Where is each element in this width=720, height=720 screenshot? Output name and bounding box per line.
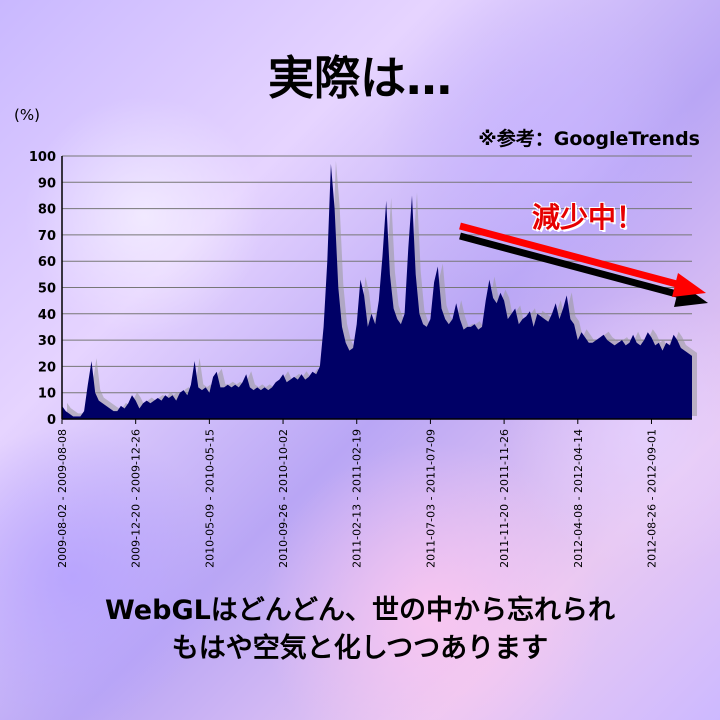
caption: WebGLはどんどん、世の中から忘れられ もはや空気と化しつつあります bbox=[0, 592, 720, 668]
x-tick-label: 2010-09-26 - 2010-10-02 bbox=[277, 429, 290, 568]
y-tick-label: 30 bbox=[38, 334, 56, 349]
series-area bbox=[62, 163, 692, 419]
page-title: 実際は… bbox=[268, 51, 452, 105]
decreasing-annotation: 減少中！ bbox=[532, 201, 645, 234]
caption-line-2: もはや空気と化しつつあります bbox=[171, 633, 549, 664]
y-tick-label: 40 bbox=[38, 308, 56, 323]
x-tick-label: 2010-05-09 - 2010-05-15 bbox=[203, 429, 216, 568]
black-trend-arrow bbox=[459, 232, 689, 301]
caption-line-1: WebGLはどんどん、世の中から忘れられ bbox=[104, 595, 615, 626]
y-tick-label: 70 bbox=[38, 229, 56, 244]
x-tick-label: 2009-08-02 - 2009-08-08 bbox=[56, 429, 69, 568]
y-tick-label: 80 bbox=[38, 203, 56, 218]
y-axis-ticks: 0 10 20 30 40 50 60 70 80 90 100 bbox=[29, 150, 56, 428]
x-tick-label: 2011-02-13 - 2011-02-19 bbox=[351, 429, 364, 568]
y-tick-label: 10 bbox=[38, 387, 56, 402]
x-tick-label: 2011-07-03 - 2011-07-09 bbox=[424, 429, 437, 568]
y-tick-label: 100 bbox=[29, 150, 56, 165]
y-tick-label: 0 bbox=[47, 413, 56, 428]
red-arrowhead bbox=[672, 273, 706, 297]
trend-arrows bbox=[459, 222, 708, 307]
x-axis-ticks: 2009-08-02 - 2009-08-08 2009-12-20 - 2009… bbox=[56, 419, 658, 568]
x-tick-label: 2011-11-20 - 2011-11-26 bbox=[498, 429, 511, 568]
x-tick-label: 2012-08-26 - 2012-09-01 bbox=[645, 429, 658, 568]
y-tick-label: 60 bbox=[38, 255, 56, 270]
red-trend-arrow bbox=[459, 222, 689, 291]
y-tick-label: 90 bbox=[38, 176, 56, 191]
x-tick-label: 2012-04-08 - 2012-04-14 bbox=[572, 429, 585, 568]
x-tick-label: 2009-12-20 - 2009-12-26 bbox=[130, 429, 143, 568]
source-label: ※参考：GoogleTrends bbox=[478, 128, 700, 150]
y-axis-unit: (%) bbox=[14, 106, 40, 124]
y-tick-label: 50 bbox=[38, 282, 56, 297]
y-tick-label: 20 bbox=[38, 360, 56, 375]
